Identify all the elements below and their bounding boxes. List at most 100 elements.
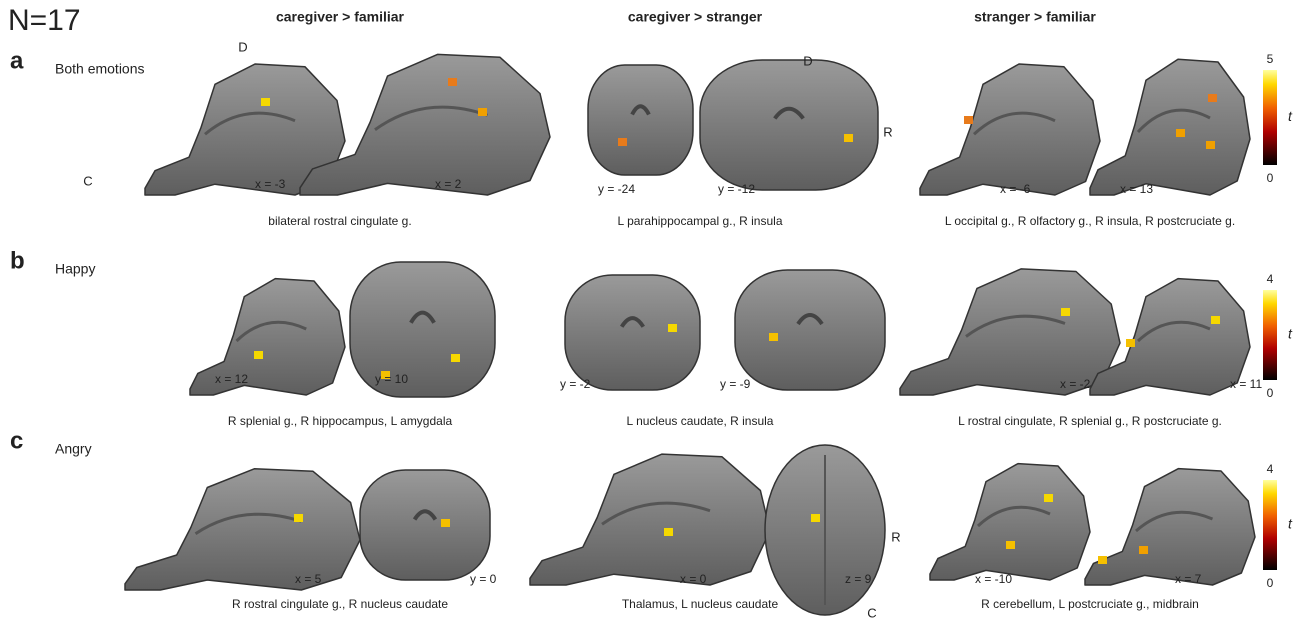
activation xyxy=(448,78,457,86)
activation xyxy=(381,371,390,379)
brain-slice xyxy=(587,64,694,176)
activation xyxy=(1044,494,1053,502)
activation xyxy=(1061,308,1070,316)
caption: R cerebellum, L postcruciate g., midbrai… xyxy=(981,597,1199,611)
colorbar-label: t xyxy=(1288,108,1293,124)
colorbar xyxy=(1263,70,1277,165)
colorbar-label: t xyxy=(1288,516,1293,532)
sulcus xyxy=(235,320,307,343)
colorbar-max: 4 xyxy=(1267,272,1274,286)
row-letter: b xyxy=(10,247,25,274)
activation xyxy=(844,134,853,142)
slice-label: x = 0 xyxy=(680,572,707,586)
activation xyxy=(811,514,820,522)
ventricle xyxy=(773,106,805,120)
slice-label: x = -2 xyxy=(1060,377,1091,391)
activation xyxy=(261,98,270,106)
slice-label: y = -12 xyxy=(718,182,755,196)
colorbar-max: 4 xyxy=(1267,462,1274,476)
brain-slice xyxy=(529,453,771,586)
orientation-label: C xyxy=(83,173,92,188)
activation xyxy=(1176,129,1185,137)
brain-slice xyxy=(1089,58,1251,196)
ventricle xyxy=(412,509,438,521)
colorbar-max: 5 xyxy=(1267,52,1274,66)
activation xyxy=(451,354,460,362)
activation xyxy=(478,108,487,116)
caption: L nucleus caudate, R insula xyxy=(627,414,774,428)
row-label: Both emotions xyxy=(55,61,145,77)
caption: R splenial g., R hippocampus, L amygdala xyxy=(228,414,453,428)
brain-slice xyxy=(124,468,361,591)
activation xyxy=(664,528,673,536)
brain-slice xyxy=(299,53,551,196)
slice-label: y = -9 xyxy=(720,377,751,391)
colorbar-label: t xyxy=(1288,326,1293,342)
caption: Thalamus, L nucleus caudate xyxy=(622,597,779,611)
brain-slice xyxy=(144,63,346,196)
activation xyxy=(1208,94,1217,102)
row-letter: a xyxy=(10,47,24,74)
colorbar xyxy=(1263,290,1277,380)
column-header: stranger > familiar xyxy=(974,9,1096,25)
activation xyxy=(1098,556,1107,564)
sulcus xyxy=(972,111,1056,136)
activation xyxy=(769,333,778,341)
slice-label: x = -3 xyxy=(255,177,286,191)
colorbar xyxy=(1263,480,1277,570)
ventricle xyxy=(630,104,651,116)
sulcus xyxy=(374,105,488,131)
slice-label: y = 10 xyxy=(375,372,408,386)
ventricle xyxy=(409,310,436,324)
activation xyxy=(1006,541,1015,549)
ventricle xyxy=(796,313,824,326)
activation xyxy=(294,514,303,522)
colorbar-min: 0 xyxy=(1267,576,1274,590)
sulcus xyxy=(194,512,302,535)
column-header: caregiver > familiar xyxy=(276,9,405,25)
activation xyxy=(668,324,677,332)
slice-label: y = -24 xyxy=(598,182,635,196)
brain-slice xyxy=(1084,467,1256,586)
slice-label: x = -6 xyxy=(1000,182,1031,196)
colorbar-min: 0 xyxy=(1267,386,1274,400)
slice-label: y = 0 xyxy=(470,572,497,586)
orientation-label: C xyxy=(867,605,876,620)
brain-slice xyxy=(189,277,346,396)
slice-label: z = 9 xyxy=(845,572,872,586)
ventricle xyxy=(620,316,645,328)
orientation-label: R xyxy=(883,124,892,139)
caption: L occipital g., R olfactory g., R insula… xyxy=(945,214,1235,228)
row-label: Angry xyxy=(55,441,92,457)
sulcus xyxy=(204,111,296,136)
activation xyxy=(254,351,263,359)
slice-label: x = -10 xyxy=(975,572,1012,586)
slice-label: x = 13 xyxy=(1120,182,1153,196)
activation xyxy=(1211,316,1220,324)
n-label: N=17 xyxy=(8,4,81,37)
sulcus xyxy=(965,314,1066,338)
brain-slice xyxy=(349,261,496,398)
activation xyxy=(1126,339,1135,347)
slice-label: x = 2 xyxy=(435,177,462,191)
caption: R rostral cingulate g., R nucleus caudat… xyxy=(232,597,448,611)
brain-slice xyxy=(899,268,1121,396)
sulcus xyxy=(1135,510,1214,533)
slice-label: x = 5 xyxy=(295,572,322,586)
brain-slice xyxy=(734,269,886,391)
slice-label: y = -2 xyxy=(560,377,591,391)
orientation-label: R xyxy=(891,529,900,544)
caption: L parahippocampal g., R insula xyxy=(618,214,783,228)
sulcus xyxy=(1136,320,1211,343)
colorbar-min: 0 xyxy=(1267,171,1274,185)
activation xyxy=(964,116,973,124)
sulcus xyxy=(601,501,711,526)
column-header: caregiver > stranger xyxy=(628,9,763,25)
orientation-label: D xyxy=(238,39,247,54)
brain-slice xyxy=(929,462,1091,581)
row-label: Happy xyxy=(55,261,95,277)
slice-label: x = 7 xyxy=(1175,572,1202,586)
activation xyxy=(441,519,450,527)
activation xyxy=(1206,141,1215,149)
